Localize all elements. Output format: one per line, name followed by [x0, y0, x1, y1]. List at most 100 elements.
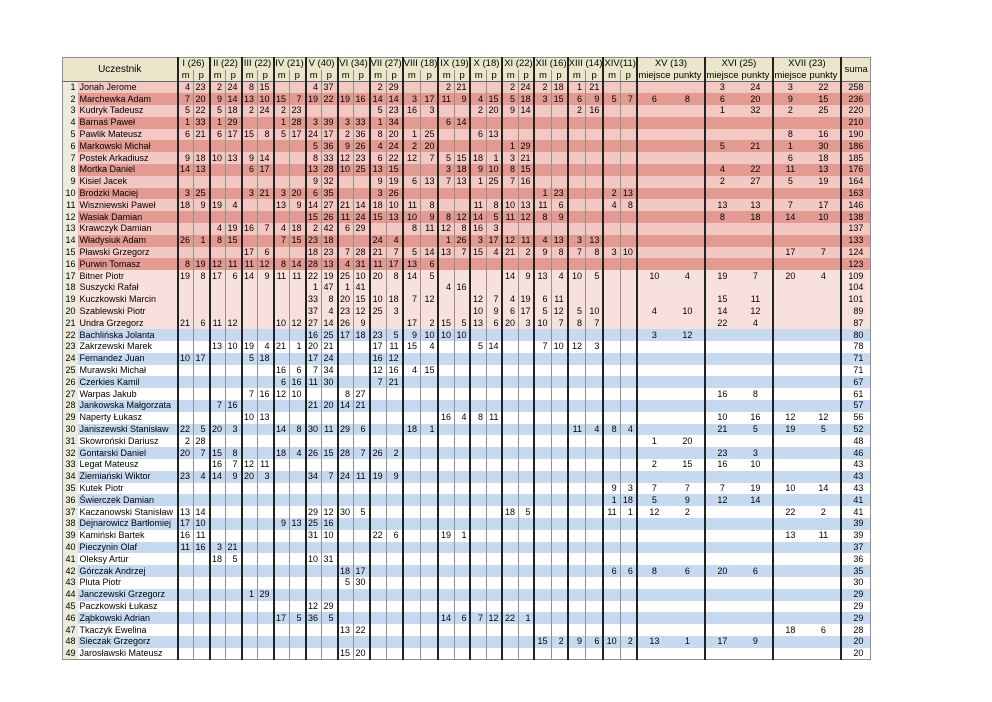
score-cell [550, 576, 568, 589]
score-cell [485, 447, 503, 459]
score-cell [368, 647, 387, 660]
score-cell [739, 329, 773, 341]
table-row: 10 Brodzki Maciej 3 25 3 21 3 20 6 35 3 26 1 23 2 13 163 [62, 187, 871, 200]
score-cell [437, 128, 455, 141]
participant-name-cell: Sieczak Grzegorz [79, 636, 151, 647]
score-cell: 16 [193, 541, 210, 554]
score-cell [272, 175, 290, 188]
row-number-cell: 34 [62, 470, 78, 483]
score-cell [671, 400, 705, 412]
score-cell [533, 388, 552, 401]
score-cell: 7 [566, 246, 586, 259]
score-cell [321, 411, 338, 424]
table-row: 21 Undra Grzegorz 21 6 11 12 10 12 27 14 26 9 17 2 15 5… [62, 317, 871, 330]
score-cell: 11 [420, 223, 439, 235]
score-cell: 3 [533, 93, 552, 106]
score-cell: 5 [533, 305, 552, 318]
subcolumn-header: m [336, 69, 354, 82]
participant-name-cell: Górczak Andrzej [79, 565, 146, 576]
score-cell [533, 553, 552, 566]
score-cell: 19 [176, 270, 194, 283]
score-cell: 7 [321, 470, 338, 483]
score-cell [304, 635, 322, 648]
score-cell [437, 588, 455, 601]
score-cell [257, 635, 274, 648]
score-cell [225, 647, 242, 660]
score-cell [703, 624, 739, 636]
score-cell [635, 187, 671, 200]
score-cell: 29 [353, 223, 370, 235]
score-cell [225, 352, 242, 365]
score-cell: 8 [385, 270, 403, 283]
score-cell [485, 541, 503, 554]
score-cell: 3 [602, 246, 621, 259]
score-cell [304, 105, 322, 117]
score-cell [469, 447, 487, 459]
table-row: 19 Kuczkowski Marcin 33 8 20 15 10 18 7 12 12 7 4 19 6… [62, 293, 871, 306]
table-row: 25 Murawski Michał 16 6 7 34 12 16 4 15 71 [62, 364, 871, 377]
score-cell: 1 [437, 234, 455, 247]
score-cell [585, 376, 604, 389]
score-cell: 4 [437, 282, 455, 294]
score-cell: 17 [485, 234, 503, 247]
score-cell [703, 329, 739, 342]
score-cell [272, 352, 290, 365]
score-cell: 11 [257, 459, 274, 471]
score-cell: 20 [703, 565, 739, 577]
score-cell [257, 305, 274, 318]
score-cell [385, 423, 403, 436]
score-cell [807, 341, 841, 353]
score-cell [517, 470, 535, 483]
score-cell [602, 376, 621, 389]
score-cell [635, 175, 671, 188]
score-cell: 28 [353, 246, 370, 259]
score-cell: 9 [550, 211, 568, 224]
score-cell [533, 223, 552, 235]
score-cell: 17 [304, 352, 322, 365]
score-cell: 15 [368, 211, 387, 224]
table-row: 15 Pławski Grzegorz 17 6 18 23 7 28 21 7 5 14 13 7 15 4… [62, 246, 871, 259]
score-cell [469, 423, 487, 436]
score-cell [703, 234, 739, 247]
score-cell [453, 187, 471, 200]
score-cell: 8 [635, 565, 671, 577]
score-cell [602, 459, 621, 471]
score-cell [635, 140, 671, 153]
score-cell: 17 [703, 635, 739, 648]
row-number-cell: 26 [62, 376, 78, 389]
score-cell: 21 [750, 140, 761, 151]
score-cell [533, 400, 552, 412]
score-cell: 2 [469, 105, 487, 117]
score-cell [437, 105, 455, 117]
score-cell [602, 164, 621, 176]
score-cell: 21 [304, 400, 322, 412]
score-cell [437, 270, 455, 283]
score-cell: 35 [321, 187, 338, 200]
score-cell: 18 [401, 423, 421, 436]
score-cell [304, 459, 322, 471]
subcolumn-header: p [225, 69, 242, 82]
score-cell: 13 [368, 164, 387, 176]
score-cell [336, 494, 354, 507]
score-cell: 1 [193, 234, 210, 247]
score-cell [501, 588, 519, 601]
score-cell [619, 128, 637, 141]
subcolumn-header: p [321, 69, 338, 82]
score-cell [453, 140, 471, 153]
suma-cell: 29 [839, 600, 871, 613]
score-cell [807, 376, 841, 388]
score-cell [401, 529, 421, 542]
column-header: IX (19) [437, 57, 471, 70]
table-row: 31 Skowroński Dariusz 2 28 1 20 48 [62, 435, 871, 448]
suma-cell: 20 [839, 647, 871, 660]
score-cell: 6 [771, 152, 807, 165]
score-cell [225, 329, 242, 342]
score-cell [289, 164, 306, 176]
score-cell: 16 [437, 411, 455, 424]
score-cell: 25 [336, 270, 354, 283]
score-cell: 8 [401, 223, 421, 235]
row-number-cell: 29 [62, 411, 78, 424]
score-cell [703, 352, 739, 365]
score-cell: 4 [684, 270, 690, 281]
score-cell: 17 [818, 199, 829, 210]
